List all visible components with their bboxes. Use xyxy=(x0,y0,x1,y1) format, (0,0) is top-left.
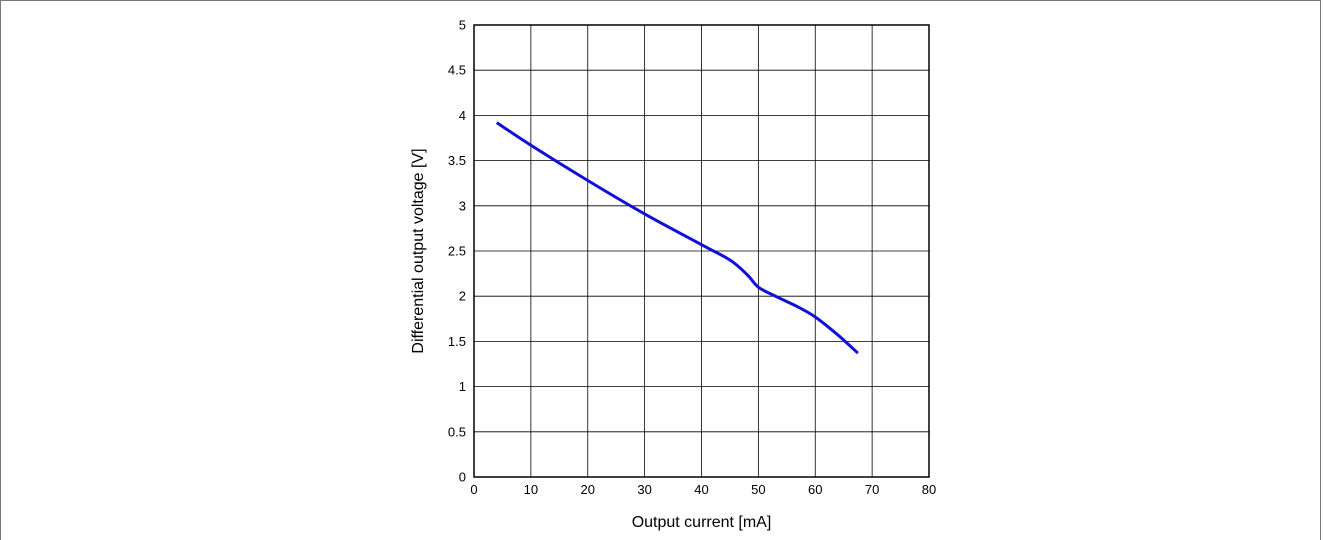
x-axis-label: Output current [mA] xyxy=(632,514,772,531)
series-line xyxy=(495,121,859,355)
y-tick-label: 0 xyxy=(459,470,466,485)
grid xyxy=(474,25,929,477)
y-tick-label: 4 xyxy=(459,108,466,123)
y-tick-label: 3 xyxy=(459,198,466,213)
y-tick-label: 0.5 xyxy=(448,424,466,439)
y-tick-label: 5 xyxy=(459,18,466,33)
y-tick-label: 2 xyxy=(459,289,466,304)
y-tick-label: 1 xyxy=(459,379,466,394)
y-axis-label: Differential output voltage [V] xyxy=(410,148,427,353)
y-tick-label: 1.5 xyxy=(448,334,466,349)
plot-area xyxy=(473,24,930,478)
x-tick-label: 0 xyxy=(470,482,477,497)
x-tick-label: 70 xyxy=(865,482,879,497)
x-tick-labels: 0 10 20 30 40 50 60 70 80 xyxy=(470,482,936,497)
y-tick-label: 3.5 xyxy=(448,153,466,168)
x-tick-label: 10 xyxy=(524,482,538,497)
series-group xyxy=(495,121,859,355)
x-tick-label: 40 xyxy=(694,482,708,497)
x-tick-label: 20 xyxy=(581,482,595,497)
y-tick-label: 4.5 xyxy=(448,63,466,78)
y-tick-labels: 0 0.5 1 1.5 2 2.5 3 3.5 4 4.5 5 xyxy=(448,18,466,485)
y-tick-label: 2.5 xyxy=(448,244,466,259)
x-tick-label: 30 xyxy=(637,482,651,497)
x-tick-label: 50 xyxy=(751,482,765,497)
x-tick-label: 60 xyxy=(808,482,822,497)
x-tick-label: 80 xyxy=(922,482,936,497)
